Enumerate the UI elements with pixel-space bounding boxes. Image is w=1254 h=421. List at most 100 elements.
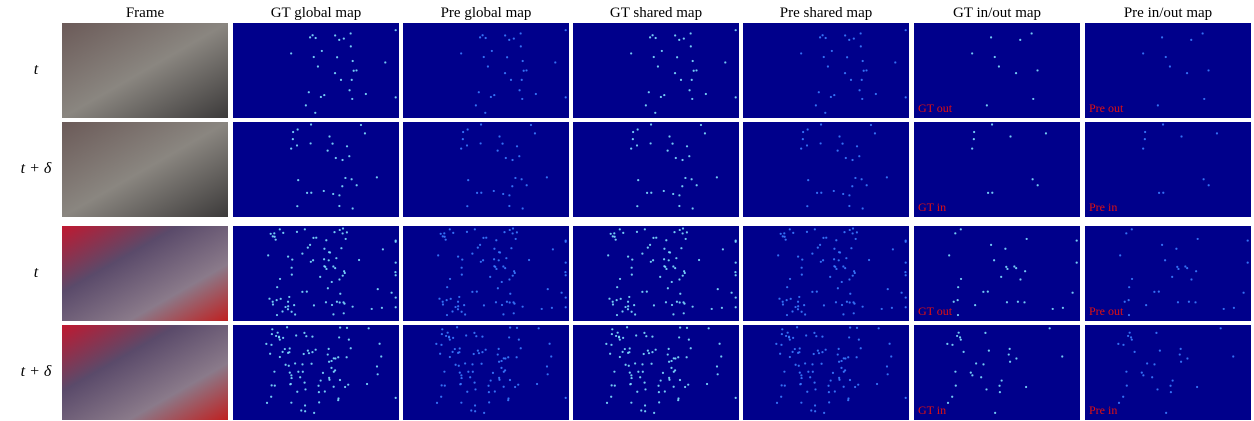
density-dot [297,128,299,130]
density-dot [457,301,459,303]
density-dot [844,357,846,359]
density-dot [824,112,826,114]
density-dot [1006,268,1008,270]
density-dot [830,379,832,381]
density-dot [820,261,822,263]
density-dot [664,390,666,392]
density-dot [1190,39,1192,41]
density-dot [631,267,633,269]
density-dot [825,237,827,239]
density-dot [549,343,551,345]
density-dot [700,124,702,126]
density-dot [521,79,523,81]
density-dot [271,384,273,386]
density-dot [509,326,511,328]
density-dot [305,335,307,337]
density-dot [313,304,315,306]
density-dot [852,227,854,229]
density-dot [663,265,665,267]
density-dot [833,190,835,192]
density-dot [1186,267,1188,269]
density-dot [679,301,681,303]
density-dot [1119,254,1121,256]
density-dot [686,356,688,358]
density-dot [376,176,378,178]
density-dot [634,313,636,315]
density-dot [1165,412,1167,414]
density-dot [878,327,880,329]
density-dot [1203,98,1205,100]
density-dot [822,237,824,239]
density-dot [474,388,476,390]
density-dot [382,248,384,250]
density-dot [891,307,893,309]
density-dot [1071,292,1073,294]
density-dot [847,356,849,358]
density-dot [677,356,679,358]
density-dot [812,371,814,373]
density-dot [849,379,851,381]
density-dot [360,124,362,126]
density-dot [1176,266,1178,268]
density-dot [616,299,618,301]
density-dot [980,376,982,378]
density-dot [1146,362,1148,364]
density-dot [655,237,657,239]
density-dot [456,326,458,328]
density-dot [510,247,512,249]
density-dot [344,272,346,274]
density-dot [690,45,692,47]
density-dot [660,379,662,381]
density-dot [350,347,352,349]
density-dot [526,184,528,186]
density-dot [377,373,379,375]
density-dot [1207,69,1209,71]
density-dot [630,374,632,376]
density-dot [311,351,313,353]
density-dot [1162,123,1164,125]
density-dot [523,70,525,72]
density-dot [819,36,821,38]
density-dot [347,384,349,386]
density-dot [786,314,788,316]
density-dot [449,278,451,280]
density-dot [1144,138,1146,140]
density-dot [1172,379,1174,381]
density-dot [647,247,649,249]
density-dot [457,255,459,257]
density-dot [450,298,452,300]
density-dot [475,335,477,337]
density-dot [665,239,667,241]
density-dot [614,385,616,387]
density-dot [875,93,877,95]
density-dot [800,377,802,379]
density-dot [799,372,801,374]
density-dot [853,312,855,314]
density-dot [630,147,632,149]
density-dot [611,328,613,330]
density-dot [344,386,346,388]
density-dot [565,274,567,276]
density-dot [296,391,298,393]
density-dot [462,131,464,133]
density-dot [279,228,281,230]
density-dot [861,79,863,81]
density-dot [435,343,437,345]
density-dot [310,192,312,194]
map-tag: Pre out [1089,304,1124,318]
density-dot [644,404,646,406]
density-dot [493,248,495,250]
density-dot [854,177,856,179]
density-dot [469,376,471,378]
density-map [743,226,909,321]
density-dot [440,396,442,398]
density-dot [498,348,500,350]
density-dot [1145,304,1147,306]
density-dot [323,190,325,192]
density-dot [776,402,778,404]
density-dot [844,267,846,269]
density-dot [336,301,338,303]
density-dot [844,369,846,371]
density-dot [786,299,788,301]
density-dot [696,184,698,186]
